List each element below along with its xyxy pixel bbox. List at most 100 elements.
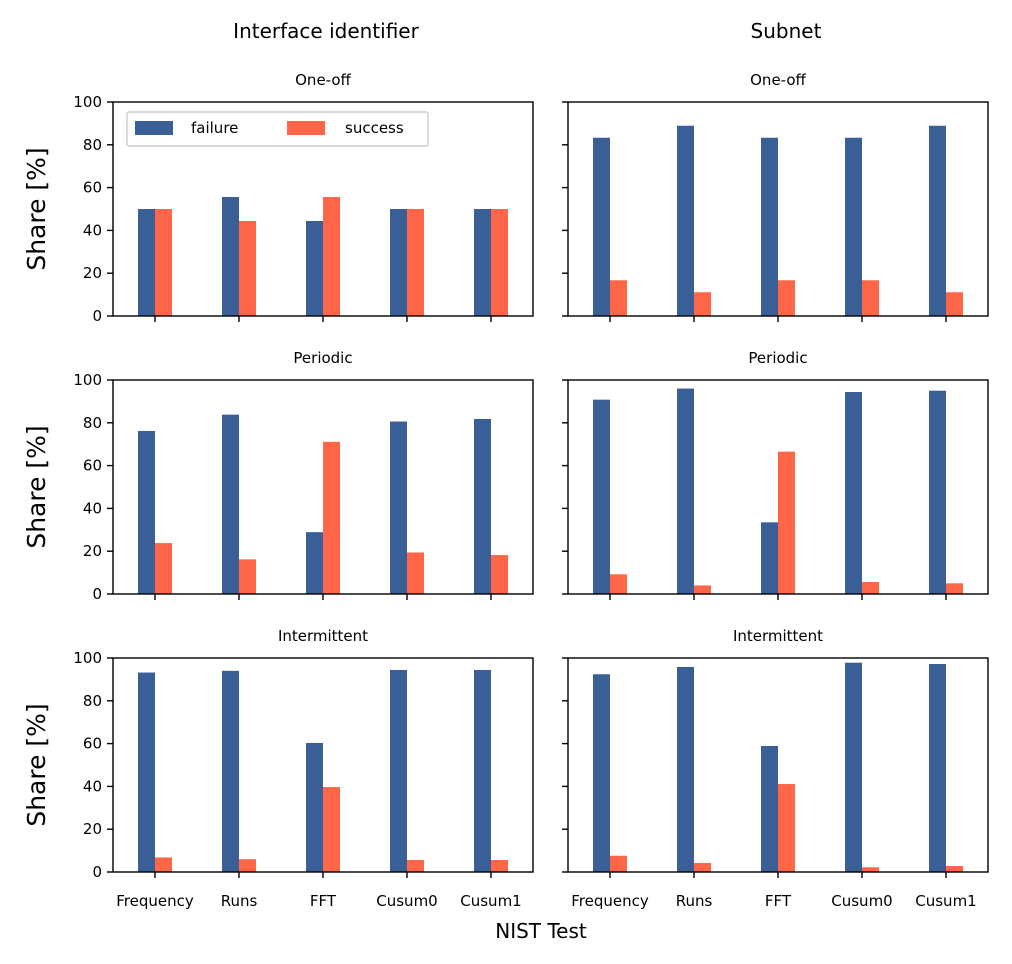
panel-3-1-xtick-label-frequency: Frequency xyxy=(116,892,194,910)
legend-label-failure: failure xyxy=(191,119,238,137)
panel-3-2-bar-success-runs xyxy=(694,863,711,872)
legend-swatch-success xyxy=(287,121,325,135)
panel-1-2-title: One-off xyxy=(750,71,806,89)
panel-3-1-intermittent-interface-identifier: Intermittent Frequency Runs FFT Cusum0 Cusum1… xyxy=(22,627,534,910)
panel-2-2-bar-failure-fft xyxy=(761,522,778,594)
panel-3-2-bar-failure-cusum1 xyxy=(929,663,946,872)
panel-3-1-title: Intermittent xyxy=(278,627,368,645)
panel-2-1-ytick-label-0: 0 xyxy=(92,585,102,603)
panel-1-1-bar-failure-runs xyxy=(222,197,239,316)
panel-1-1-one-off-interface-identifier: One-off 0 20 40 60 80 100 Share [%] failure succe… xyxy=(22,71,534,325)
panel-3-1-bar-failure-cusum0 xyxy=(390,669,407,872)
panel-1-1-bar-failure-frequency xyxy=(138,209,155,316)
panel-1-2-one-off-subnet: One-off xyxy=(562,71,989,322)
panel-3-2-bar-failure-cusum0 xyxy=(845,662,862,872)
panel-2-1-bar-failure-cusum0 xyxy=(390,421,407,594)
panel-3-1-bar-success-fft xyxy=(323,787,340,872)
panel-2-1-bar-failure-fft xyxy=(306,532,323,594)
panel-1-2-bar-success-cusum0 xyxy=(862,280,879,316)
panel-1-1-ytick-label-100: 100 xyxy=(73,93,102,111)
legend: failure success xyxy=(126,111,429,147)
panel-1-1-bar-failure-cusum1 xyxy=(474,209,491,316)
panel-2-2-bar-failure-cusum1 xyxy=(929,390,946,594)
panel-3-2-xtick-label-runs: Runs xyxy=(676,892,713,910)
panel-3-2-bar-success-frequency xyxy=(610,855,627,872)
panel-3-1-bar-failure-runs xyxy=(222,670,239,872)
panel-3-1-bar-success-cusum0 xyxy=(407,860,424,872)
column-title-interface-identifier: Interface identifier xyxy=(233,19,419,43)
panel-1-2-bar-success-cusum1 xyxy=(946,292,963,316)
panel-3-1-bar-failure-fft xyxy=(306,742,323,872)
panel-1-2-frame xyxy=(567,101,989,317)
panel-1-1-frame xyxy=(112,101,534,317)
panel-2-1-ytick-label-100: 100 xyxy=(73,371,102,389)
panel-3-1-ytick-label-40: 40 xyxy=(83,777,102,795)
panel-3-1-bar-failure-frequency xyxy=(138,672,155,872)
panel-3-1-xtick-label-cusum1: Cusum1 xyxy=(460,892,521,910)
legend-box xyxy=(126,111,429,147)
panel-1-1-bar-failure-cusum0 xyxy=(390,209,407,316)
panel-2-2-bar-success-cusum0 xyxy=(862,582,879,594)
panel-3-1-xtick-label-fft: FFT xyxy=(310,892,337,910)
panel-3-2-title: Intermittent xyxy=(733,627,823,645)
panel-3-1-ytick-label-80: 80 xyxy=(83,692,102,710)
panel-3-2-xtick-label-cusum0: Cusum0 xyxy=(831,892,892,910)
panel-1-1-ytick-label-80: 80 xyxy=(83,136,102,154)
panel-2-1-periodic-interface-identifier: Periodic 0 20 40 60 80 100 Share [%] xyxy=(22,349,534,603)
panel-2-1-ytick-label-80: 80 xyxy=(83,414,102,432)
panel-2-1-bar-failure-frequency xyxy=(138,430,155,594)
panel-2-1-frame xyxy=(112,379,534,595)
panel-2-2-title: Periodic xyxy=(748,349,807,367)
panel-3-2-bar-success-cusum0 xyxy=(862,867,879,872)
panel-2-2-bar-failure-cusum0 xyxy=(845,391,862,594)
panel-1-2-bar-success-fft xyxy=(778,280,795,316)
panel-3-1-ytick-label-0: 0 xyxy=(92,863,102,881)
panel-2-1-y-axis-label: Share [%] xyxy=(22,425,51,548)
panel-3-1-frame xyxy=(112,657,534,873)
panel-2-1-bar-failure-cusum1 xyxy=(474,418,491,594)
panel-2-1-bar-success-frequency xyxy=(155,543,172,594)
panel-2-2-bar-failure-frequency xyxy=(593,399,610,594)
panel-3-2-bar-failure-fft xyxy=(761,745,778,872)
panel-1-1-ytick-label-0: 0 xyxy=(92,307,102,325)
panels-group: One-off 0 20 40 60 80 100 Share [%] failure succe… xyxy=(22,71,989,910)
panel-2-1-title: Periodic xyxy=(293,349,352,367)
panel-3-1-y-axis-label: Share [%] xyxy=(22,703,51,826)
x-axis-label: NIST Test xyxy=(495,919,587,943)
panel-2-2-bar-failure-runs xyxy=(677,388,694,594)
panel-1-1-bar-success-cusum0 xyxy=(407,209,424,316)
panel-1-1-bar-success-frequency xyxy=(155,209,172,316)
panel-1-2-bar-failure-frequency xyxy=(593,137,610,316)
panel-2-1-bar-failure-runs xyxy=(222,414,239,594)
panel-1-2-bar-failure-runs xyxy=(677,125,694,316)
panel-3-1-bar-success-cusum1 xyxy=(491,860,508,872)
panel-1-1-ytick-label-20: 20 xyxy=(83,264,102,282)
panel-3-1-xtick-label-cusum0: Cusum0 xyxy=(376,892,437,910)
panel-3-2-bar-failure-frequency xyxy=(593,674,610,872)
panel-1-1-bar-success-cusum1 xyxy=(491,209,508,316)
legend-label-success: success xyxy=(345,119,404,137)
panel-3-2-bar-success-cusum1 xyxy=(946,866,963,872)
panel-2-1-bar-success-cusum1 xyxy=(491,555,508,594)
panel-1-1-ytick-label-60: 60 xyxy=(83,179,102,197)
panel-2-2-bar-success-cusum1 xyxy=(946,583,963,594)
panel-3-2-intermittent-subnet: Intermittent Frequency Runs FFT Cusum0 Cusum1 xyxy=(562,627,989,910)
panel-2-1-bar-success-cusum0 xyxy=(407,552,424,594)
panel-3-2-frame xyxy=(567,657,989,873)
panel-3-1-ytick-label-60: 60 xyxy=(83,735,102,753)
panel-2-1-ytick-label-60: 60 xyxy=(83,457,102,475)
panel-2-2-bar-success-frequency xyxy=(610,574,627,594)
panel-1-2-bar-success-frequency xyxy=(610,280,627,316)
panel-1-2-bar-failure-cusum0 xyxy=(845,137,862,316)
panel-3-2-xtick-label-frequency: Frequency xyxy=(571,892,649,910)
panel-3-2-bar-success-fft xyxy=(778,784,795,872)
panel-3-1-bar-success-frequency xyxy=(155,857,172,872)
legend-swatch-failure xyxy=(135,121,173,135)
panel-2-2-periodic-subnet: Periodic xyxy=(562,349,989,600)
panel-2-1-bar-success-fft xyxy=(323,441,340,594)
panel-1-1-y-axis-label: Share [%] xyxy=(22,147,51,270)
panel-1-1-bar-success-fft xyxy=(323,197,340,316)
panel-2-1-bar-success-runs xyxy=(239,559,256,594)
panel-2-2-frame xyxy=(567,379,989,595)
